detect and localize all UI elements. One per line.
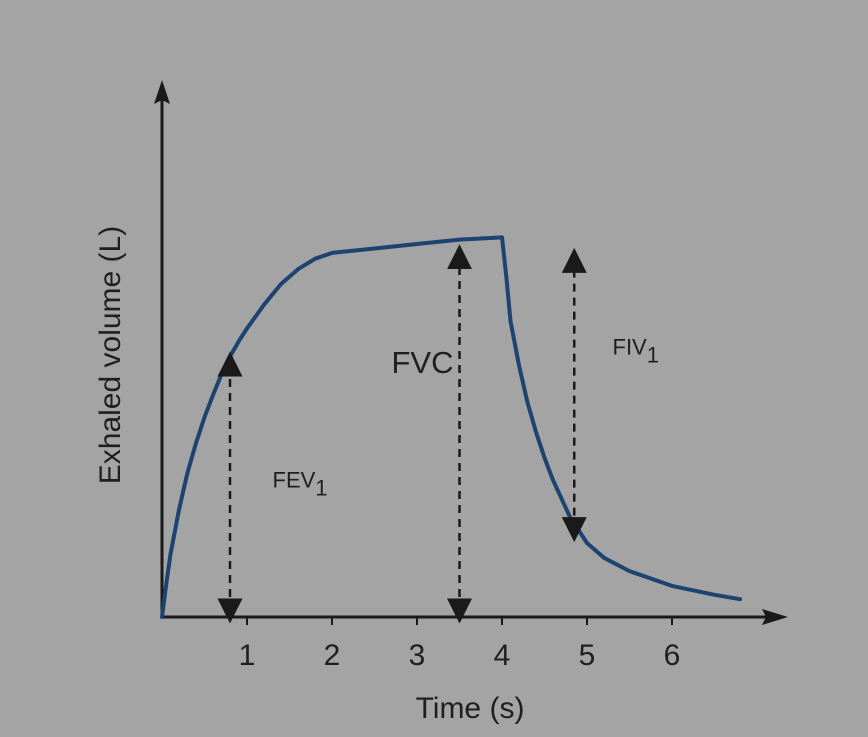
y-axis-label: Exhaled volume (L) — [94, 226, 127, 484]
annotation-fiv: FIV1 — [561, 247, 659, 543]
x-tick-label: 3 — [409, 639, 426, 672]
x-axis-arrowhead — [762, 609, 788, 625]
axes — [154, 80, 788, 625]
fiv-label: FIV1 — [613, 334, 659, 367]
x-tick-label: 1 — [239, 639, 256, 672]
x-tick-label: 4 — [494, 639, 511, 672]
fev-label: FEV1 — [273, 468, 328, 501]
annotation-fev: FEV1 — [217, 351, 328, 624]
x-tick-label: 2 — [324, 639, 341, 672]
annotation-fvc: FVC — [392, 244, 472, 624]
x-tick-labels: 1 2 3 4 5 6 — [239, 617, 681, 672]
x-tick-label: 6 — [664, 639, 681, 672]
fvc-label: FVC — [392, 345, 454, 380]
y-axis-arrowhead — [154, 80, 170, 104]
x-axis-label: Time (s) — [416, 692, 525, 725]
volume-curve-line — [160, 235, 742, 619]
x-tick-label: 5 — [579, 639, 596, 672]
annotations: FEV1 FVC FIV1 — [217, 244, 659, 624]
